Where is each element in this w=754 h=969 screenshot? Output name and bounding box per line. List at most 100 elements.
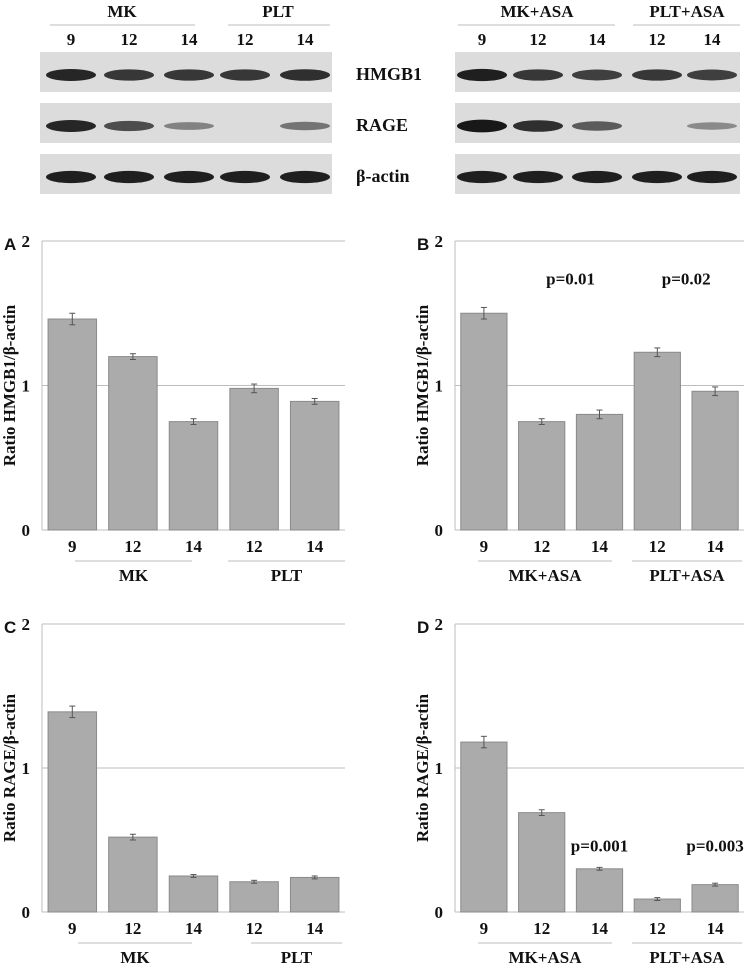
panel-letter: D	[417, 618, 429, 637]
y-axis-label: Ratio RAGE/β-actin	[413, 693, 432, 842]
x-tick-label: 9	[68, 919, 77, 938]
y-axis-label: Ratio RAGE/β-actin	[0, 693, 19, 842]
x-tick-label: 14	[591, 919, 609, 938]
blot-band	[280, 121, 330, 131]
x-tick-label: 12	[649, 919, 666, 938]
x-tick-label: 14	[591, 537, 609, 556]
p-value-annotation: p=0.003	[686, 837, 743, 856]
bar	[289, 400, 340, 531]
bar	[108, 356, 158, 531]
x-tick-label: 14	[306, 537, 324, 556]
bar	[691, 390, 739, 531]
x-tick-label: 9	[480, 919, 489, 938]
blot-band	[632, 170, 682, 184]
bar	[168, 875, 219, 913]
blot-band	[280, 170, 330, 184]
blot-band	[572, 121, 622, 131]
group-label: MK+ASA	[509, 566, 583, 585]
blot-band	[164, 170, 214, 184]
bar	[108, 836, 158, 913]
blot-lane-label: 9	[478, 30, 487, 49]
bar	[460, 312, 508, 531]
blot-band	[457, 170, 507, 184]
blot-band	[513, 120, 563, 132]
blot-band	[104, 69, 154, 81]
blot-band	[46, 170, 96, 184]
bar	[289, 876, 340, 913]
western-blot: MK PLT 9 12 14 12 14 MK+ASA PLT+ASA 9 12 14 12 14 HMGB…	[40, 2, 740, 194]
blot-band	[457, 119, 507, 133]
panel-letter: B	[417, 235, 429, 254]
blot-band	[220, 69, 270, 81]
blot-band	[220, 170, 270, 184]
y-tick-label: 2	[435, 615, 444, 634]
group-label: MK	[119, 566, 149, 585]
x-tick-label: 12	[124, 919, 141, 938]
panel-letter: A	[4, 235, 16, 254]
blot-row-label: β-actin	[356, 166, 409, 186]
y-tick-label: 0	[22, 903, 31, 922]
x-tick-label: 14	[185, 537, 203, 556]
blot-band	[687, 69, 737, 81]
blot-band	[280, 69, 330, 81]
x-tick-label: 12	[533, 919, 550, 938]
blot-band	[687, 170, 737, 184]
bar	[47, 318, 98, 531]
blot-band	[104, 170, 154, 184]
p-value-annotation: p=0.01	[546, 269, 595, 288]
blot-band	[457, 68, 507, 82]
x-tick-label: 14	[185, 919, 203, 938]
x-tick-label: 12	[124, 537, 141, 556]
group-label: PLT+ASA	[649, 566, 725, 585]
blot-band	[687, 122, 737, 130]
blot-group-label: MK	[107, 2, 137, 21]
blot-lane-label: 14	[704, 30, 722, 49]
y-tick-label: 0	[435, 521, 444, 540]
x-tick-label: 12	[246, 919, 263, 938]
bar	[575, 868, 624, 913]
blot-lane-label: 12	[121, 30, 138, 49]
y-tick-label: 0	[435, 903, 444, 922]
group-label: PLT+ASA	[649, 948, 725, 967]
blot-band	[46, 69, 96, 81]
blot-band	[513, 69, 563, 81]
bar	[691, 884, 739, 913]
y-tick-label: 2	[22, 615, 31, 634]
bar	[518, 812, 566, 913]
blot-band	[164, 122, 214, 130]
blot-lane-label: 14	[589, 30, 607, 49]
bar	[575, 413, 624, 531]
blot-lane-label: 14	[181, 30, 199, 49]
blot-band	[572, 69, 622, 81]
x-tick-label: 14	[306, 919, 324, 938]
p-value-annotation: p=0.02	[662, 269, 711, 288]
blot-group-label: PLT	[262, 2, 294, 21]
group-label: MK	[120, 948, 150, 967]
blot-lane-label: 12	[237, 30, 254, 49]
x-tick-label: 12	[649, 537, 666, 556]
blot-lane-label: 14	[297, 30, 315, 49]
y-tick-label: 1	[435, 377, 444, 396]
panel-letter: C	[4, 618, 16, 637]
bar	[518, 421, 566, 531]
bar	[229, 881, 279, 913]
bar	[47, 711, 98, 913]
y-axis-label: Ratio HMGB1/β-actin	[0, 304, 19, 466]
y-tick-label: 2	[22, 232, 31, 251]
blot-group-label: MK+ASA	[501, 2, 575, 21]
x-tick-label: 9	[480, 537, 489, 556]
blot-band	[164, 69, 214, 81]
group-label: PLT	[281, 948, 313, 967]
group-label: PLT	[271, 566, 303, 585]
bar	[633, 351, 681, 531]
blot-band	[572, 170, 622, 184]
bar	[229, 387, 279, 531]
group-label: MK+ASA	[509, 948, 583, 967]
blot-lane-label: 12	[649, 30, 666, 49]
blot-row-label: HMGB1	[356, 64, 422, 84]
